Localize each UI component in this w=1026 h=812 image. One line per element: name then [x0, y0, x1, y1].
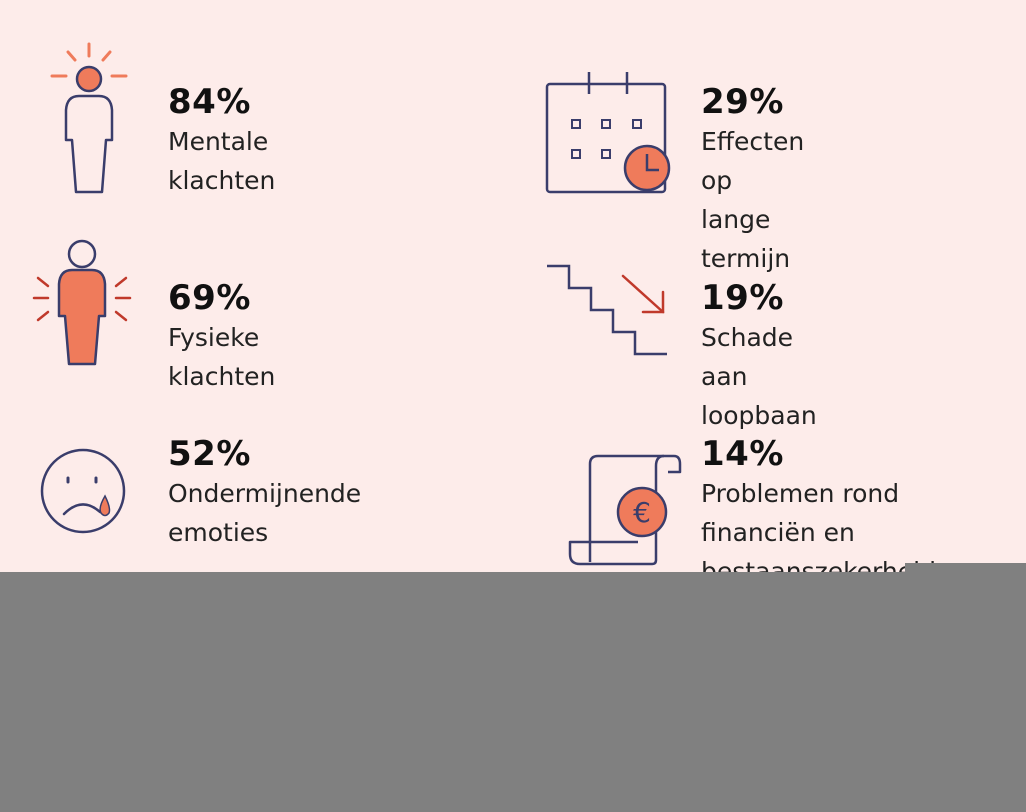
stairs-down-icon	[547, 264, 667, 356]
calendar-clock-icon	[545, 72, 671, 194]
stat-label: Effecten op lange termijn	[701, 127, 805, 273]
stat-percent: 29%	[701, 82, 784, 122]
stat-percent: 84%	[168, 82, 251, 122]
redaction-overlay	[0, 572, 1026, 812]
person-body-pain-icon	[32, 239, 132, 366]
svg-text:€: €	[633, 496, 651, 529]
stat-label: Schade aan loopbaan	[701, 323, 817, 430]
stat-percent: 19%	[701, 278, 784, 318]
stat-label: Ondermijnende emoties	[168, 479, 362, 547]
stat-percent: 14%	[701, 434, 784, 474]
stat-percent: 52%	[168, 434, 251, 474]
sad-face-tear-icon	[40, 448, 126, 534]
person-stressed-head-icon	[50, 42, 128, 194]
stat-percent: 69%	[168, 278, 251, 318]
stat-label: Mentale klachten	[168, 127, 276, 195]
stat-label: Fysieke klachten	[168, 323, 276, 391]
euro-scroll-icon: €	[568, 454, 682, 566]
